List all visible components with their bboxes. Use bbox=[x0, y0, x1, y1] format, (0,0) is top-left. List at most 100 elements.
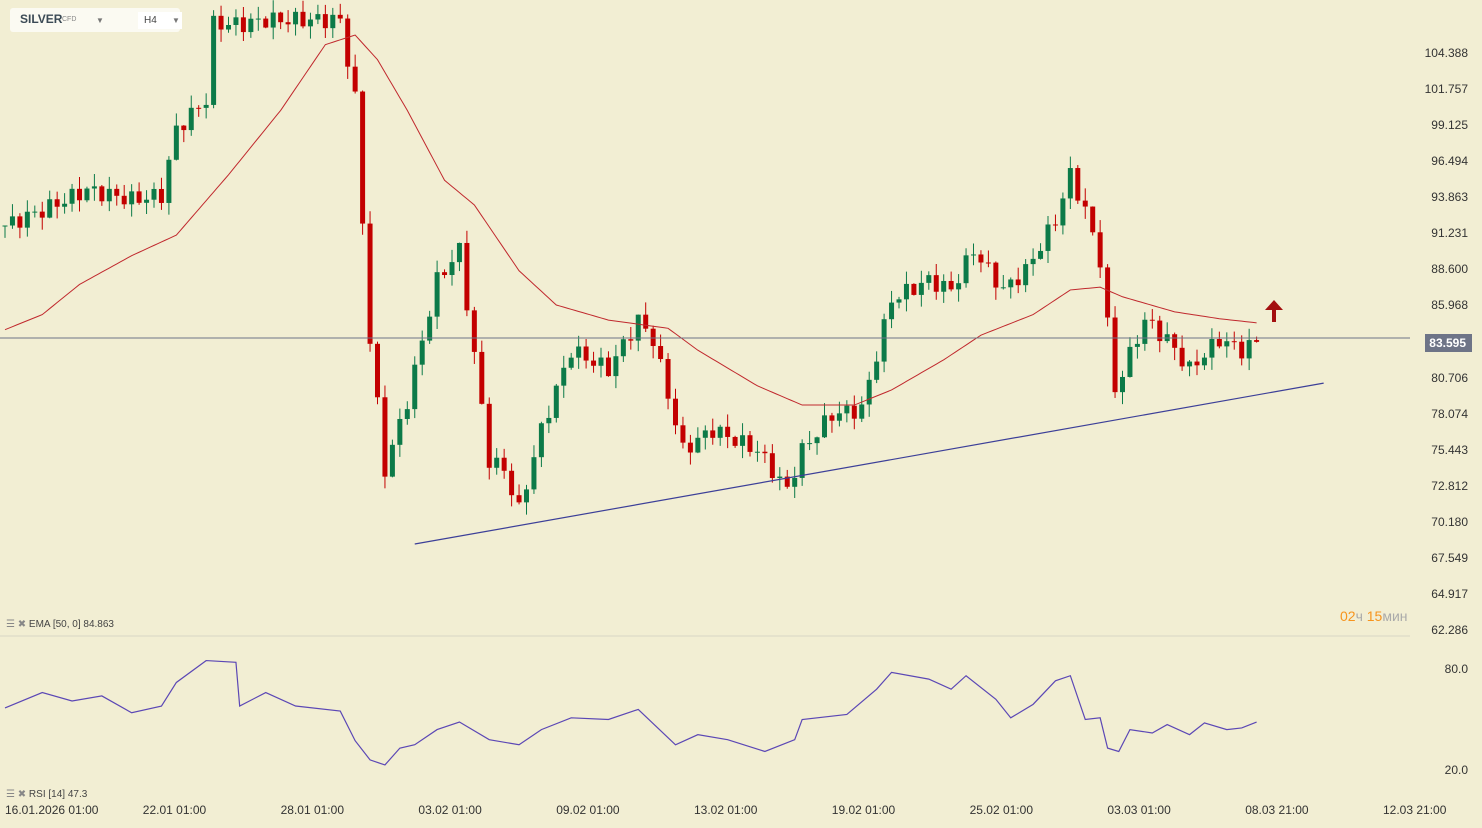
close-icon[interactable]: ✖ bbox=[17, 619, 27, 630]
price-axis-label: 88.600 bbox=[1431, 262, 1468, 277]
timeframe-selector[interactable]: H4 bbox=[138, 12, 182, 29]
candle-body bbox=[561, 367, 567, 386]
candle-body bbox=[963, 255, 969, 284]
time-axis-label: 25.02 01:00 bbox=[969, 803, 1033, 817]
candle-body bbox=[352, 66, 358, 92]
candle-body bbox=[822, 415, 827, 438]
candle-body bbox=[263, 18, 269, 28]
candle-body bbox=[1097, 232, 1103, 268]
candle-body bbox=[39, 211, 45, 218]
candle-body bbox=[516, 495, 522, 503]
candle-body bbox=[769, 453, 775, 479]
chevron-down-icon[interactable]: ▼ bbox=[96, 16, 104, 25]
candle-body bbox=[799, 443, 805, 478]
candle-body bbox=[77, 188, 82, 201]
candle-body bbox=[1105, 267, 1111, 318]
candle-body bbox=[181, 125, 187, 131]
up-arrow-icon bbox=[1265, 300, 1283, 322]
rsi-legend[interactable]: ☰ ✖ RSI [14] 47.3 bbox=[6, 789, 87, 800]
candle-body bbox=[1060, 198, 1066, 226]
candle-body bbox=[792, 477, 798, 487]
candle-body bbox=[911, 283, 917, 295]
candle-body bbox=[442, 272, 448, 276]
candle-body bbox=[784, 476, 790, 487]
candle-body bbox=[300, 11, 306, 27]
candle-body bbox=[1142, 319, 1148, 344]
candle-body bbox=[129, 191, 135, 205]
candle-body bbox=[382, 397, 388, 477]
candle-body bbox=[553, 385, 559, 418]
candle-body bbox=[1075, 168, 1081, 201]
price-axis-label: 78.074 bbox=[1431, 406, 1468, 421]
candle-body bbox=[1209, 339, 1215, 358]
price-axis-label: 62.286 bbox=[1431, 623, 1468, 637]
candle-body bbox=[427, 316, 433, 341]
candle-body bbox=[1172, 334, 1178, 348]
candle-body bbox=[814, 437, 820, 444]
candle-body bbox=[1067, 168, 1073, 199]
candle-body bbox=[218, 15, 224, 30]
candle-body bbox=[1052, 224, 1058, 226]
candle-body bbox=[203, 104, 209, 108]
candle-body bbox=[1239, 341, 1245, 359]
close-icon[interactable]: ✖ bbox=[17, 789, 27, 800]
candle-body bbox=[889, 302, 895, 320]
candle-body bbox=[851, 405, 857, 419]
candle-body bbox=[9, 216, 15, 226]
time-axis-label: 12.03 21:00 bbox=[1383, 803, 1447, 817]
candle-body bbox=[702, 430, 708, 438]
candle-body bbox=[62, 203, 68, 207]
candle-body bbox=[1112, 317, 1118, 393]
trendline[interactable] bbox=[414, 382, 1324, 545]
price-axis-label: 93.863 bbox=[1431, 190, 1468, 205]
candle-body bbox=[896, 299, 902, 303]
candle-body bbox=[531, 457, 537, 490]
candle-body bbox=[568, 357, 574, 368]
candle-body bbox=[1120, 376, 1125, 393]
candle-body bbox=[978, 254, 984, 263]
candle-body bbox=[956, 283, 962, 290]
candle-body bbox=[17, 216, 23, 228]
ema-legend[interactable]: ☰ ✖ EMA [50, 0] 84.863 bbox=[6, 619, 114, 630]
price-axis-label: 72.812 bbox=[1431, 478, 1468, 493]
candle-body bbox=[449, 262, 455, 276]
price-axis-label: 70.180 bbox=[1431, 514, 1468, 529]
candle-body bbox=[1015, 279, 1021, 286]
candle-body bbox=[32, 211, 38, 213]
candle-body bbox=[807, 443, 813, 445]
candle-body bbox=[188, 107, 194, 131]
menu-icon[interactable]: ☰ bbox=[6, 789, 15, 800]
chevron-down-icon[interactable]: ▼ bbox=[172, 16, 180, 25]
candle-body bbox=[1023, 264, 1029, 286]
symbol-name: SILVER bbox=[20, 12, 63, 26]
candle-body bbox=[732, 436, 738, 446]
candle-body bbox=[315, 14, 321, 20]
menu-icon[interactable]: ☰ bbox=[6, 619, 15, 630]
candle-body bbox=[1008, 279, 1014, 288]
candle-body bbox=[1201, 357, 1207, 366]
candle-body bbox=[158, 188, 164, 203]
candle-body bbox=[874, 361, 880, 380]
ema-line bbox=[4, 34, 1257, 406]
candle-body bbox=[1246, 340, 1252, 359]
candle-timer: 02ч 15мин bbox=[1340, 608, 1408, 624]
candle-body bbox=[583, 346, 589, 361]
candle-body bbox=[859, 404, 865, 419]
candle-body bbox=[293, 11, 299, 25]
candle-body bbox=[69, 188, 75, 204]
candle-body bbox=[501, 457, 507, 471]
candle-body bbox=[673, 398, 678, 426]
candle-body bbox=[509, 470, 515, 496]
candle-body bbox=[1187, 361, 1193, 367]
candle-body bbox=[99, 186, 105, 202]
symbol-selector[interactable]: SILVER CFD ▼ H4 ▼ bbox=[10, 8, 182, 32]
candle-body bbox=[322, 14, 328, 29]
candle-body bbox=[1000, 287, 1006, 289]
candle-body bbox=[605, 357, 611, 377]
time-axis-label: 28.01 01:00 bbox=[280, 803, 344, 817]
candle-body bbox=[91, 186, 97, 189]
candle-body bbox=[1045, 224, 1051, 251]
candle-body bbox=[330, 14, 336, 29]
candle-body bbox=[471, 310, 477, 352]
